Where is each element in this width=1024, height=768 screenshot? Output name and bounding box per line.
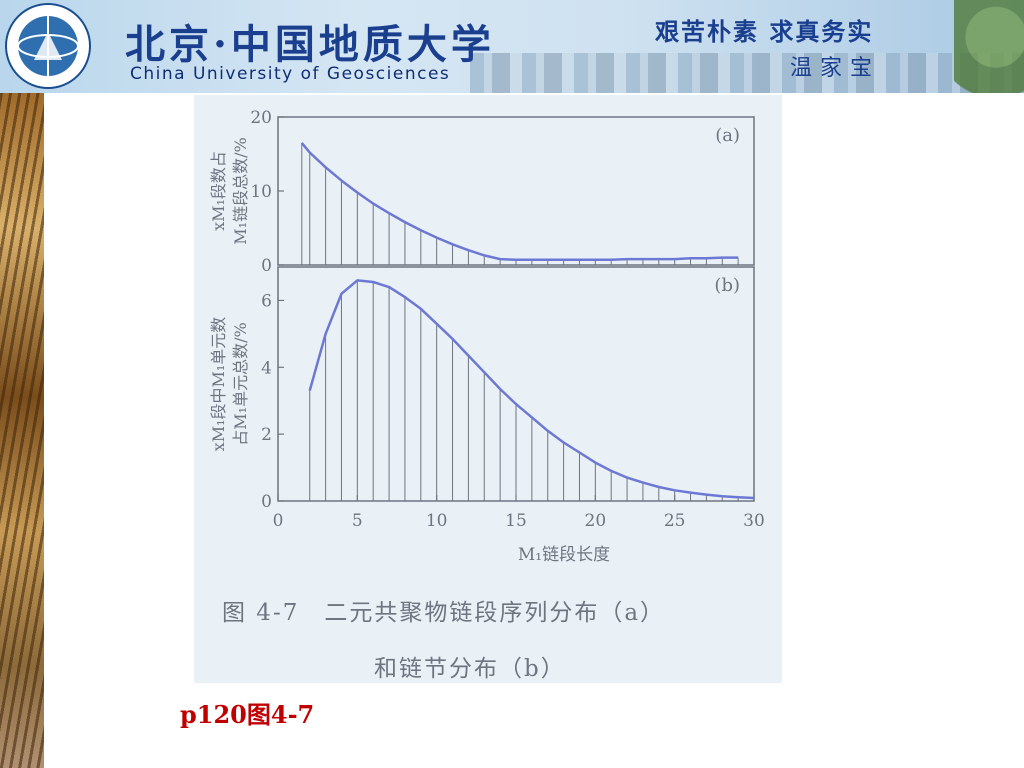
decorative-side-image xyxy=(0,93,44,768)
university-name-en: China University of Geosciences xyxy=(130,64,451,84)
plot-frame xyxy=(277,116,755,266)
university-name-cn: 北京·中国地质大学 xyxy=(125,21,495,68)
panel-label: (a) xyxy=(715,125,740,146)
page-reference: p120图4-7 xyxy=(180,700,315,729)
x-tick-label: 0 xyxy=(273,511,284,531)
panel-label: (b) xyxy=(714,275,740,296)
university-logo-icon xyxy=(5,3,91,89)
header-banner: 北京·中国地质大学 China University of Geoscience… xyxy=(0,0,1024,93)
series-curve xyxy=(300,142,739,262)
chart-figure: 0 10 20 (a) xM₁段数占 M₁链段总数/% 0 2 4 6 0 5 10 15 20 25 30 (… xyxy=(209,108,765,565)
chart-panel-b: 0 2 4 6 0 5 10 15 20 25 30 (b) xM₁段中M₁单元数 占M₁单元总数/% xyxy=(209,266,765,531)
figure-panel: 0 10 20 (a) xM₁段数占 M₁链段总数/% 0 2 4 6 0 5 10 15 20 25 30 (… xyxy=(194,95,782,683)
x-tick-label: 10 xyxy=(426,511,448,531)
x-tick-label: 30 xyxy=(743,511,765,531)
chart-panel-a: 0 10 20 (a) xM₁段数占 M₁链段总数/% xyxy=(209,108,755,276)
y-tick-label: 4 xyxy=(261,358,272,378)
campus-skyline-image xyxy=(470,53,1024,93)
y-tick-label: 0 xyxy=(261,256,272,276)
figure-caption-line2: 和链节分布（b） xyxy=(374,656,566,682)
y-axis-label: xM₁段数占 xyxy=(209,151,228,231)
motto: 艰苦朴素 求真务实 xyxy=(655,17,874,46)
x-tick-label: 20 xyxy=(585,511,607,531)
x-axis-label: M₁链段长度 xyxy=(518,545,610,565)
tree-image xyxy=(954,0,1024,93)
x-tick-label: 15 xyxy=(505,511,527,531)
x-tick-label: 5 xyxy=(352,511,363,531)
y-axis-label: M₁链段总数/% xyxy=(231,137,250,244)
motto-signature: 温家宝 xyxy=(790,56,881,81)
figure-caption-line1: 图 4-7 二元共聚物链段序列分布（a） xyxy=(222,600,666,626)
series-curve xyxy=(308,279,755,500)
y-tick-label: 6 xyxy=(261,291,272,311)
y-tick-label: 2 xyxy=(261,425,272,445)
y-tick-label: 0 xyxy=(261,492,272,512)
y-axis-label: xM₁段中M₁单元数 xyxy=(209,317,228,452)
y-tick-label: 20 xyxy=(250,108,272,128)
y-axis-label: 占M₁单元总数/% xyxy=(231,322,250,445)
y-tick-label: 10 xyxy=(250,182,272,202)
x-tick-label: 25 xyxy=(664,511,686,531)
